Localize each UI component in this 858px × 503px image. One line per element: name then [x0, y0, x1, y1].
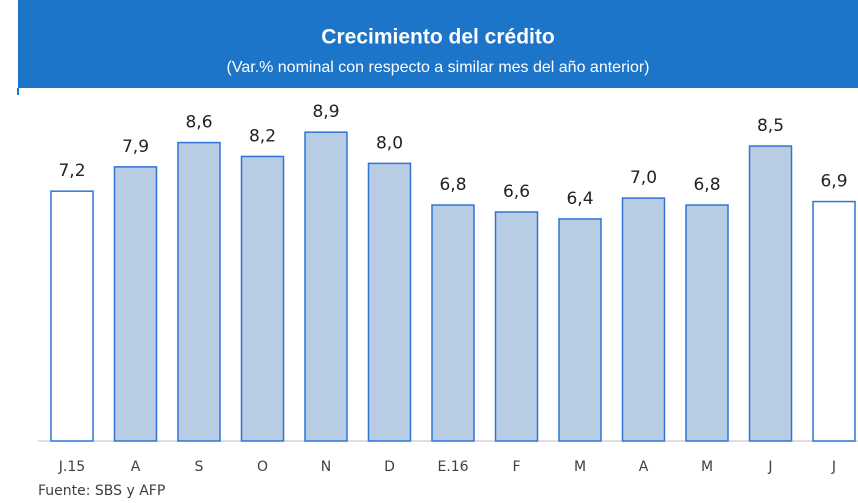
header-band: [18, 0, 858, 88]
source-note: Fuente: SBS y AFP: [38, 483, 165, 499]
x-tick-label: O: [257, 459, 268, 475]
x-tick-label: A: [639, 459, 649, 475]
x-tick-label: J: [831, 459, 836, 475]
value-label: 7,2: [58, 161, 85, 181]
bar: [50, 190, 94, 442]
x-tick-label: E.16: [437, 459, 468, 475]
bar: [685, 204, 729, 442]
value-label: 6,8: [693, 175, 720, 195]
bar: [558, 218, 602, 442]
bar: [240, 155, 285, 442]
value-label: 6,6: [503, 182, 530, 202]
bar: [812, 200, 856, 442]
x-tick-label: A: [131, 459, 141, 475]
value-label: 8,2: [249, 126, 276, 146]
bar: [494, 211, 539, 442]
bar: [748, 145, 793, 442]
value-label: 8,0: [376, 133, 403, 153]
bar: [113, 166, 158, 442]
chart-subtitle: (Var.% nominal con respecto a similar me…: [227, 59, 650, 76]
bar: [621, 197, 666, 442]
x-tick-label: J.15: [58, 459, 85, 475]
x-tick-label: S: [195, 459, 204, 475]
bar: [367, 162, 412, 442]
x-tick-label: M: [574, 459, 586, 475]
x-tick-label: J: [767, 459, 772, 475]
x-tick-label: F: [512, 459, 520, 475]
value-label: 7,0: [630, 168, 657, 188]
value-label: 6,9: [820, 172, 847, 192]
x-tick-label: N: [321, 459, 331, 475]
x-tick-label: D: [384, 459, 395, 475]
bar: [431, 204, 475, 442]
value-label: 8,6: [185, 113, 212, 133]
value-label: 7,9: [122, 137, 149, 157]
value-label: 8,5: [757, 116, 784, 136]
value-label: 8,9: [312, 102, 339, 122]
chart-title: Crecimiento del crédito: [321, 26, 554, 49]
x-tick-label: M: [701, 459, 713, 475]
value-label: 6,4: [566, 189, 593, 209]
bar: [177, 141, 221, 442]
bar: [304, 131, 348, 442]
value-label: 6,8: [439, 175, 466, 195]
